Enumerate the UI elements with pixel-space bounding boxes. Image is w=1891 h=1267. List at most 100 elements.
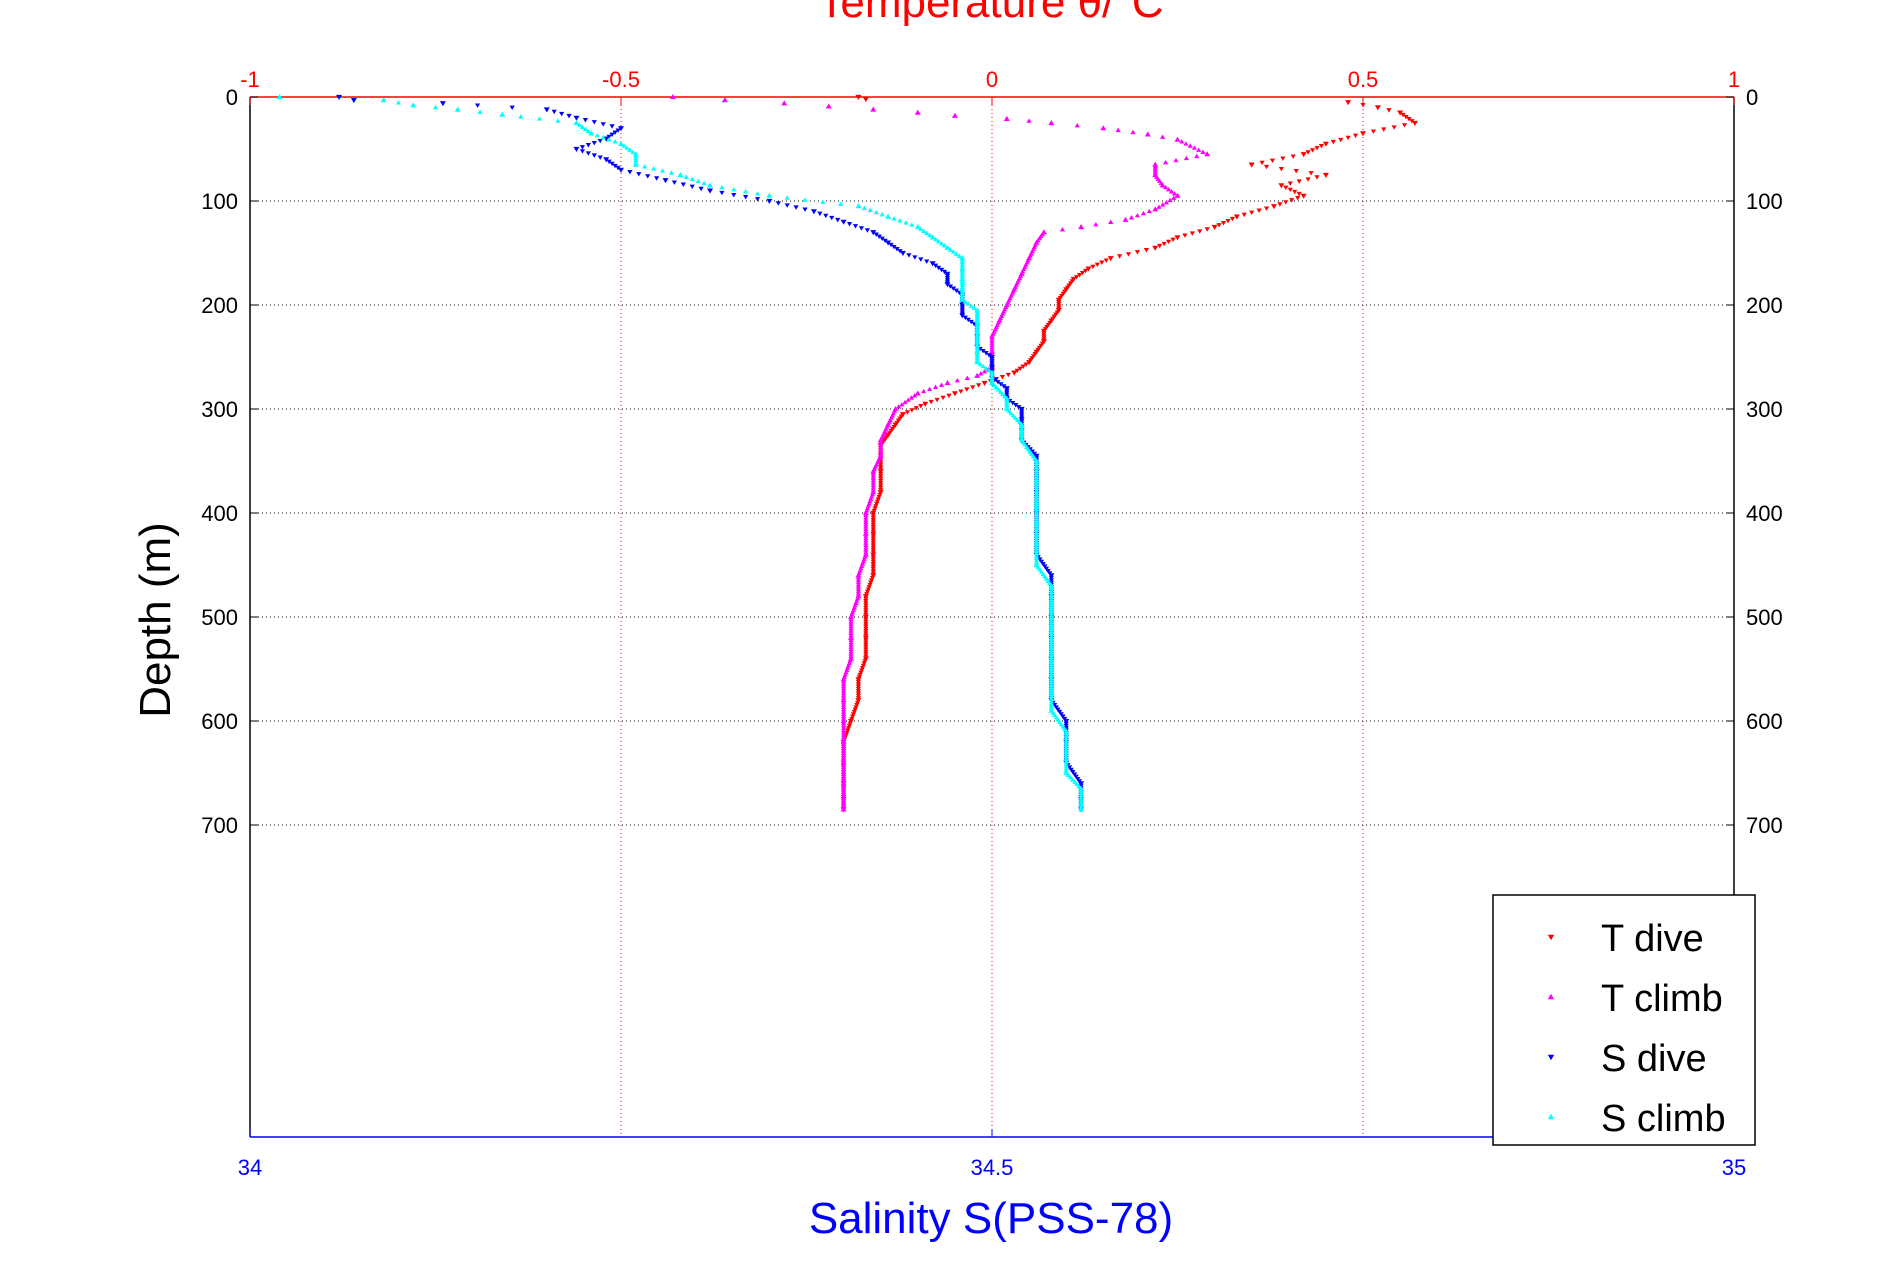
- data-point: [863, 652, 869, 657]
- data-point: [1179, 139, 1185, 144]
- data-point: [867, 582, 873, 588]
- data-point: [1048, 645, 1055, 651]
- data-point: [612, 130, 618, 135]
- data-point: [1171, 191, 1178, 196]
- data-point: [899, 250, 906, 256]
- data-point: [841, 702, 847, 707]
- data-point: [855, 679, 862, 685]
- data-point: [1033, 506, 1040, 512]
- data-point: [873, 504, 879, 509]
- data-point: [950, 286, 957, 291]
- data-point: [841, 683, 847, 689]
- data-point: [869, 578, 875, 583]
- data-point: [600, 134, 606, 140]
- data-point: [1033, 481, 1040, 486]
- data-point: [918, 404, 924, 409]
- data-point: [1048, 597, 1054, 602]
- data-points: [276, 94, 1418, 813]
- data-point: [1043, 566, 1050, 572]
- data-point: [983, 365, 989, 371]
- data-point: [1063, 740, 1069, 745]
- data-point: [867, 207, 873, 213]
- depth-tick-label-left: 0: [226, 85, 238, 110]
- data-point: [870, 522, 876, 528]
- data-point: [1078, 790, 1084, 795]
- data-point: [870, 230, 877, 236]
- data-point: [1229, 216, 1236, 222]
- data-point: [847, 721, 853, 726]
- data-point: [1033, 527, 1040, 533]
- data-point: [829, 215, 835, 221]
- data-point: [861, 205, 867, 211]
- data-point: [1063, 742, 1069, 748]
- data-point: [721, 97, 728, 103]
- data-point: [1048, 696, 1054, 701]
- data-point: [1171, 195, 1177, 200]
- data-point: [659, 168, 666, 173]
- data-point: [1033, 513, 1040, 519]
- data-point: [775, 201, 781, 206]
- data-point: [1048, 677, 1054, 683]
- data-point: [766, 192, 773, 198]
- data-point: [840, 219, 847, 225]
- data-point: [1017, 366, 1023, 372]
- data-point: [802, 197, 808, 202]
- data-point: [840, 780, 847, 786]
- data-point: [536, 116, 542, 121]
- data-point: [1055, 707, 1061, 713]
- data-point: [876, 495, 882, 500]
- data-point: [905, 397, 911, 402]
- data-point: [600, 122, 606, 127]
- data-point: [1194, 153, 1200, 159]
- data-point: [964, 387, 970, 392]
- data-point: [1048, 573, 1055, 579]
- data-point: [1140, 210, 1146, 216]
- data-point: [933, 236, 939, 242]
- data-point: [1033, 546, 1040, 551]
- data-point: [1165, 239, 1172, 245]
- data-point: [899, 401, 905, 407]
- data-point: [840, 697, 847, 703]
- data-point: [1078, 801, 1085, 807]
- data-point: [1156, 204, 1162, 209]
- data-point: [1094, 262, 1100, 268]
- data-point: [863, 631, 869, 636]
- data-point: [1019, 428, 1025, 434]
- data-point: [1033, 550, 1040, 556]
- data-point: [566, 113, 572, 119]
- data-point: [585, 151, 591, 156]
- data-point: [878, 465, 884, 470]
- data-point: [1020, 364, 1026, 369]
- data-point: [841, 706, 847, 712]
- data-point: [863, 533, 869, 538]
- depth-tick-label-left: 400: [201, 501, 238, 526]
- data-point: [874, 499, 881, 505]
- data-point: [1174, 235, 1181, 241]
- data-point: [870, 562, 876, 567]
- data-point: [731, 186, 737, 192]
- data-point: [1069, 777, 1076, 782]
- data-point: [1174, 192, 1181, 198]
- data-point: [1048, 638, 1054, 644]
- data-point: [1048, 671, 1054, 676]
- data-point: [876, 234, 882, 239]
- data-point: [878, 446, 884, 451]
- data-point: [1263, 164, 1270, 170]
- data-point: [810, 209, 817, 215]
- data-point: [1033, 516, 1040, 521]
- data-point: [1100, 125, 1107, 131]
- data-point: [477, 109, 483, 114]
- data-point: [662, 178, 669, 184]
- data-point: [1033, 463, 1040, 468]
- data-point: [1012, 415, 1018, 420]
- data-point: [921, 228, 927, 233]
- depth-tick-label-left: 500: [201, 605, 238, 630]
- data-point: [846, 723, 852, 729]
- data-point: [1278, 183, 1285, 189]
- data-point: [707, 182, 714, 188]
- data-point: [999, 374, 1005, 380]
- data-point: [1174, 136, 1181, 142]
- data-point: [855, 698, 862, 704]
- legend-label: T climb: [1601, 978, 1723, 1020]
- data-point: [1063, 723, 1069, 729]
